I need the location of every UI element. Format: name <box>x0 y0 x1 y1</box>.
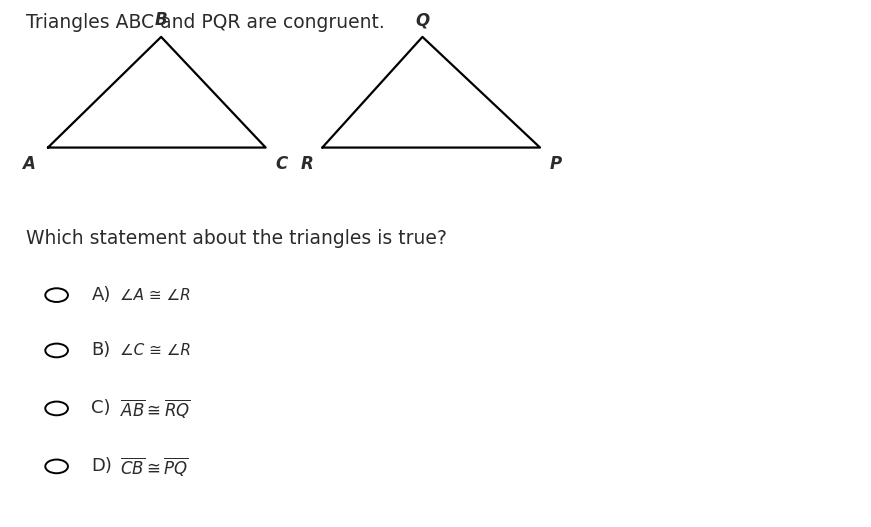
Text: ∠C ≅ ∠R: ∠C ≅ ∠R <box>120 343 192 358</box>
Text: C: C <box>275 155 287 173</box>
Text: A: A <box>23 155 35 173</box>
Text: B): B) <box>91 341 111 359</box>
Text: $\overline{\mathit{CB}}\mathit{\cong}\overline{\mathit{PQ}}$: $\overline{\mathit{CB}}\mathit{\cong}\ov… <box>120 455 189 478</box>
Text: R: R <box>300 155 313 173</box>
Text: C): C) <box>91 399 111 417</box>
Text: $\overline{\mathit{AB}}\mathit{\cong}\overline{\mathit{RQ}}$: $\overline{\mathit{AB}}\mathit{\cong}\ov… <box>120 397 191 420</box>
Text: P: P <box>550 155 562 173</box>
Text: Q: Q <box>415 11 429 29</box>
Text: ∠A ≅ ∠R: ∠A ≅ ∠R <box>120 288 191 302</box>
Text: D): D) <box>91 457 112 475</box>
Text: Which statement about the triangles is true?: Which statement about the triangles is t… <box>26 229 447 248</box>
Text: B: B <box>155 11 167 29</box>
Text: Triangles ABC and PQR are congruent.: Triangles ABC and PQR are congruent. <box>26 13 385 32</box>
Text: A): A) <box>91 286 111 304</box>
